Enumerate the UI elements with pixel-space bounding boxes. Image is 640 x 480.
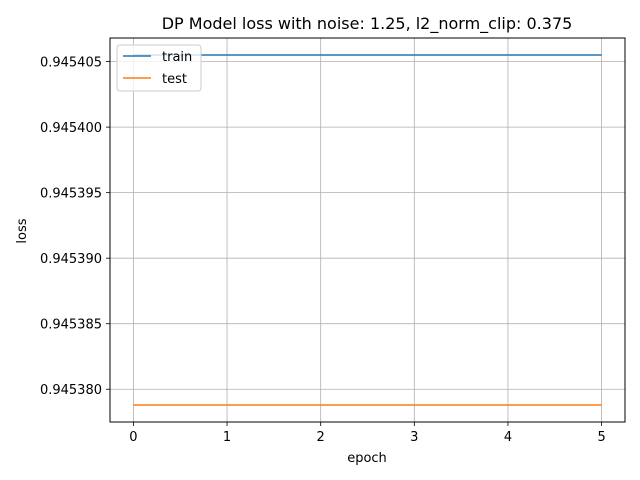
x-axis-ticks: 0 1 2 3 4 5 [129,422,606,445]
x-tick-label: 3 [410,430,418,445]
x-tick-label: 5 [597,430,605,445]
x-tick-label: 2 [317,430,325,445]
y-tick-label: 0.945395 [40,187,102,202]
y-axis-ticks: 0.945380 0.945385 0.945390 0.945395 0.945400… [40,56,110,398]
y-tick-label: 0.945400 [40,121,102,136]
x-tick-label: 0 [129,430,137,445]
plot-area-frame [109,37,626,423]
chart-title: DP Model loss with noise: 1.25, l2_norm_… [162,14,573,34]
x-axis-label: epoch [347,451,387,466]
x-tick-label: 4 [504,430,512,445]
legend-label-train: train [162,50,192,65]
x-tick-label: 1 [223,430,231,445]
y-tick-label: 0.945380 [40,383,102,398]
y-tick-label: 0.945405 [40,56,102,71]
y-tick-label: 0.945385 [40,318,102,333]
series-lines [133,54,602,406]
y-tick-label: 0.945390 [40,252,102,267]
y-axis-label: loss [15,218,30,243]
legend: train test [116,44,202,92]
legend-label-test: test [162,72,187,87]
